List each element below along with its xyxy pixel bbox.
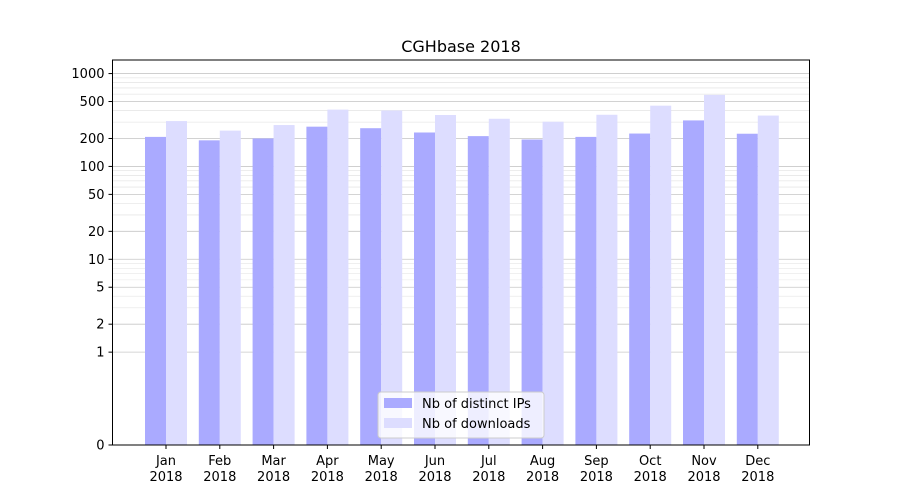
axes-frame xyxy=(112,59,810,446)
legend-swatch xyxy=(384,418,412,428)
x-tick-label: Jan 2018 xyxy=(149,454,182,485)
legend: Nb of distinct IPs Nb of downloads xyxy=(377,391,545,439)
x-tick-label: Aug 2018 xyxy=(526,454,559,485)
y-tick-label: 2 xyxy=(96,318,104,333)
bar-distinct-ips xyxy=(575,136,597,445)
y-tick-label: 10 xyxy=(88,253,105,268)
bar-distinct-ips xyxy=(736,133,758,445)
x-tick-label: Jun 2018 xyxy=(418,454,451,485)
legend-box xyxy=(377,391,545,439)
bar-distinct-ips xyxy=(306,126,328,446)
y-axis: 0 1 2 5 10 20 50 100 200 500 1000 xyxy=(71,67,113,454)
y-tick-label: 20 xyxy=(88,225,105,240)
y-tick-label: 500 xyxy=(80,95,105,110)
bar-distinct-ips xyxy=(521,139,543,446)
y-tick-label: 1 xyxy=(96,346,104,361)
y-tick-label: 200 xyxy=(80,132,105,147)
bar-downloads xyxy=(650,105,672,446)
bar-distinct-ips xyxy=(360,128,382,445)
bar-distinct-ips xyxy=(198,140,220,445)
y-tick-label: 5 xyxy=(96,281,104,296)
y-tick-label: 50 xyxy=(88,188,105,203)
bar-distinct-ips xyxy=(629,133,651,445)
x-tick-label: May 2018 xyxy=(365,454,398,485)
bar-downloads xyxy=(219,130,241,446)
legend-label: Nb of downloads xyxy=(422,417,531,432)
x-tick-label: Feb 2018 xyxy=(203,454,236,485)
bar-distinct-ips xyxy=(252,138,274,445)
y-tick-label: 1000 xyxy=(71,67,104,82)
x-tick-label: Apr 2018 xyxy=(311,454,344,485)
x-tick-label: Dec 2018 xyxy=(741,454,774,485)
bar-distinct-ips xyxy=(467,136,489,446)
bar-downloads xyxy=(327,109,349,446)
y-tick-label: 0 xyxy=(96,439,104,454)
x-tick-label: Nov 2018 xyxy=(687,454,720,485)
bars xyxy=(145,94,779,446)
bar-downloads xyxy=(435,114,456,446)
legend-label: Nb of distinct IPs xyxy=(422,397,531,412)
bar-downloads xyxy=(273,125,295,446)
chart-title: CGHbase 2018 xyxy=(401,37,521,56)
bar-downloads xyxy=(381,110,403,445)
bar-distinct-ips xyxy=(683,120,704,446)
y-tick-label: 100 xyxy=(80,160,105,175)
bar-downloads xyxy=(757,115,779,445)
bar-downloads xyxy=(596,114,618,446)
x-tick-label: Oct 2018 xyxy=(634,454,667,485)
legend-swatch xyxy=(384,398,412,408)
bar-distinct-ips xyxy=(145,136,166,445)
x-tick-label: Sep 2018 xyxy=(580,454,613,485)
bar-downloads xyxy=(704,94,725,445)
bar-downloads xyxy=(488,118,510,445)
bar-downloads xyxy=(542,121,564,446)
bar-downloads xyxy=(166,121,187,446)
x-axis: Jan 2018 Feb 2018 Mar 2018 Apr 2018 May 2018 Jun 20… xyxy=(149,445,774,485)
x-tick-label: Jul 2018 xyxy=(472,454,505,485)
bar-distinct-ips xyxy=(414,132,435,445)
x-tick-label: Mar 2018 xyxy=(257,454,290,485)
